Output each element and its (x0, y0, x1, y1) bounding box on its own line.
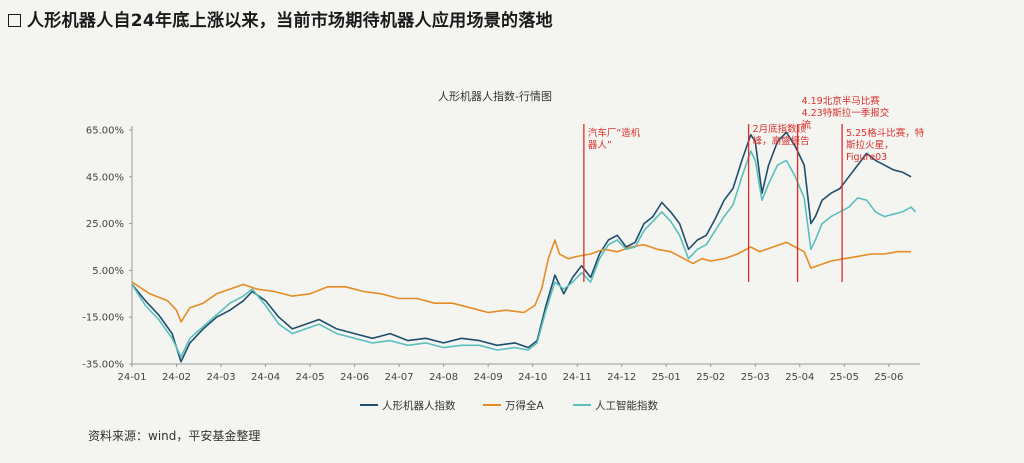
legend-label-2: 万得全A (505, 399, 544, 412)
y-tick-label: 5.00% (92, 266, 124, 277)
x-tick-label: 24-10 (518, 372, 547, 383)
x-tick-label: 24-05 (296, 372, 325, 383)
series-line-1 (131, 131, 912, 363)
y-tick-label: 25.00% (86, 219, 124, 230)
y-tick-label: 45.00% (86, 172, 124, 183)
chart-title: 人形机器人指数-行情图 (438, 89, 552, 103)
x-tick-label: 24-07 (385, 372, 414, 383)
annotation-label-3: 4.19北京半马比赛 4.23特斯拉一季报交流 (802, 95, 890, 131)
x-tick-label: 24-09 (474, 372, 503, 383)
x-tick-label: 24-06 (340, 372, 369, 383)
page-heading-text: 人形机器人自24年底上涨以来，当前市场期待机器人应用场景的落地 (27, 11, 553, 31)
source-note: 资料来源：wind，平安基金整理 (88, 429, 261, 443)
annotation-label-4: 5.25格斗比赛，特斯拉火星， Figure03 (846, 127, 925, 163)
y-tick-label: -35.00% (82, 360, 124, 371)
y-tick-label: 65.00% (86, 126, 124, 137)
heading-square-icon (8, 14, 21, 27)
x-tick-label: 24-04 (251, 372, 280, 383)
x-tick-label: 24-12 (607, 372, 636, 383)
x-tick-label: 25-01 (652, 372, 681, 383)
x-tick-label: 25-06 (874, 372, 903, 383)
series-line-2 (131, 239, 912, 323)
x-tick-label: 24-08 (429, 372, 458, 383)
y-tick-label: -15.00% (82, 313, 124, 324)
x-tick-label: 25-03 (741, 372, 770, 383)
annotation-label-1: 汽车厂“造机器人” (588, 127, 641, 151)
x-tick-label: 24-11 (563, 372, 592, 383)
x-tick-label: 24-01 (117, 372, 146, 383)
x-tick-label: 24-03 (207, 372, 236, 383)
legend-label-3: 人工智能指数 (595, 399, 658, 412)
x-tick-label: 25-04 (785, 372, 814, 383)
page-heading: 人形机器人自24年底上涨以来，当前市场期待机器人应用场景的落地 (8, 6, 553, 31)
x-tick-label: 25-02 (696, 372, 725, 383)
x-tick-label: 25-05 (830, 372, 859, 383)
series-line-3 (131, 150, 917, 358)
x-tick-label: 24-02 (162, 372, 191, 383)
legend-label-1: 人形机器人指数 (382, 399, 456, 412)
annotation-label-2: 2月底指数顶峰，高盛报告 (753, 123, 810, 147)
